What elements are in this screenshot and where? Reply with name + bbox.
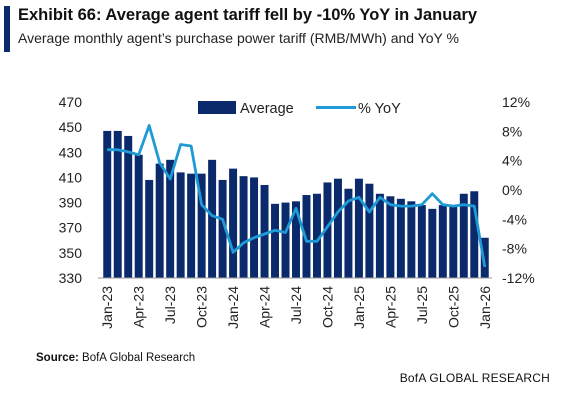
source-note: Source: BofA Global Research bbox=[36, 352, 195, 364]
source-text: BofA Global Research bbox=[82, 352, 196, 364]
x-tick-label: Jan-23 bbox=[99, 286, 115, 329]
y-left-tick-label: 350 bbox=[59, 245, 83, 261]
legend-label-yoy: % YoY bbox=[358, 101, 401, 117]
x-tick-label: Jul-23 bbox=[162, 286, 178, 324]
bar-average bbox=[354, 178, 363, 278]
bar-average bbox=[229, 168, 238, 278]
x-tick-label: Apr-23 bbox=[131, 286, 147, 328]
y-left-tick-label: 410 bbox=[59, 169, 83, 185]
bar-average bbox=[197, 173, 206, 278]
bar-average bbox=[438, 205, 447, 278]
bar-average bbox=[407, 201, 416, 278]
bar-average bbox=[375, 193, 384, 278]
bar-average bbox=[113, 130, 122, 278]
y-right-tick-label: 12% bbox=[502, 94, 530, 110]
bar-average bbox=[292, 201, 300, 278]
bar-average bbox=[333, 178, 342, 278]
x-tick-label: Jan-26 bbox=[477, 286, 493, 329]
bar-average bbox=[103, 130, 112, 278]
chart-subtitle: Average monthly agent’s purchase power t… bbox=[18, 30, 459, 46]
line-yoy bbox=[107, 124, 487, 268]
bar-average bbox=[459, 193, 468, 278]
y-right-tick-label: 0% bbox=[502, 182, 522, 198]
y-right-tick-label: -8% bbox=[502, 241, 527, 257]
y-left-tick-label: 370 bbox=[59, 220, 83, 236]
bar-average bbox=[166, 159, 175, 278]
bar-average bbox=[344, 188, 353, 278]
bar-average bbox=[470, 191, 479, 278]
x-tick-label: Apr-24 bbox=[257, 286, 273, 328]
bar-average bbox=[145, 179, 154, 278]
y-left-tick-label: 330 bbox=[59, 270, 83, 286]
bar-average bbox=[386, 196, 395, 278]
bar-average bbox=[302, 195, 311, 278]
bar-average bbox=[323, 182, 332, 278]
bar-average bbox=[449, 206, 458, 278]
bar-average bbox=[480, 237, 489, 278]
y-left-tick-label: 390 bbox=[59, 195, 83, 211]
source-label: Source: bbox=[36, 352, 79, 364]
bar-average bbox=[239, 176, 248, 278]
bar-average bbox=[218, 179, 227, 278]
bar-average bbox=[281, 202, 290, 278]
bar-average bbox=[271, 203, 280, 278]
y-left-tick-label: 430 bbox=[59, 144, 83, 160]
y-right-tick-label: -12% bbox=[502, 270, 535, 286]
bar-average bbox=[176, 172, 185, 278]
bar-average bbox=[428, 208, 437, 278]
y-right-tick-label: 8% bbox=[502, 123, 522, 139]
bar-average bbox=[312, 193, 321, 278]
bar-average bbox=[155, 163, 164, 278]
legend-swatch-average bbox=[198, 101, 236, 114]
chart-title: Exhibit 66: Average agent tariff fell by… bbox=[18, 6, 478, 24]
y-right-tick-label: -4% bbox=[502, 211, 527, 227]
x-tick-label: Jul-24 bbox=[288, 286, 304, 324]
bar-average bbox=[187, 173, 196, 278]
bar-average bbox=[208, 159, 217, 278]
bar-average bbox=[417, 205, 426, 278]
x-tick-label: Jan-25 bbox=[351, 286, 367, 329]
footer-brand: BofA GLOBAL RESEARCH bbox=[399, 371, 550, 385]
y-left-tick-label: 450 bbox=[59, 119, 83, 135]
y-right-tick-label: 4% bbox=[502, 153, 522, 169]
x-tick-label: Jan-24 bbox=[225, 286, 241, 329]
x-tick-label: Oct-23 bbox=[194, 286, 210, 328]
x-tick-label: Jul-25 bbox=[414, 286, 430, 324]
bar-average bbox=[250, 177, 259, 278]
y-left-tick-label: 470 bbox=[59, 94, 83, 110]
x-tick-label: Oct-24 bbox=[319, 286, 335, 328]
bar-average bbox=[124, 135, 133, 278]
bar-average bbox=[365, 183, 374, 278]
legend-label-average: Average bbox=[240, 101, 294, 117]
x-tick-label: Oct-25 bbox=[445, 286, 461, 328]
x-tick-label: Apr-25 bbox=[382, 286, 398, 328]
accent-bar bbox=[4, 6, 10, 52]
bar-average bbox=[134, 154, 143, 278]
bar-average bbox=[260, 184, 269, 278]
bar-average bbox=[396, 198, 405, 278]
